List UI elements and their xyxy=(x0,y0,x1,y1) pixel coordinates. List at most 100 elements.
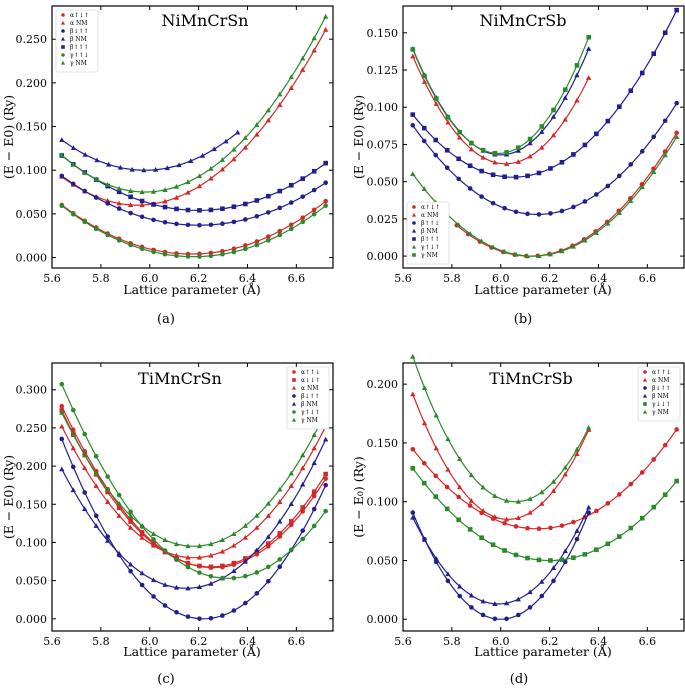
data-point xyxy=(288,470,294,476)
data-point xyxy=(70,161,76,167)
data-point xyxy=(300,465,306,471)
y-tick-label: 0.125 xyxy=(367,64,399,77)
data-point xyxy=(219,537,226,543)
data-point xyxy=(288,182,294,188)
data-point xyxy=(524,253,531,259)
series-line xyxy=(412,9,678,178)
data-point xyxy=(208,175,214,181)
data-point xyxy=(503,161,510,166)
data-point xyxy=(59,436,65,442)
data-point xyxy=(127,561,134,567)
data-point xyxy=(300,194,306,199)
data-point xyxy=(151,537,156,542)
data-point xyxy=(254,547,260,553)
series-line xyxy=(412,36,590,155)
data-point xyxy=(82,219,88,225)
data-point xyxy=(457,129,462,135)
data-point xyxy=(551,578,556,584)
data-point xyxy=(468,472,475,478)
data-point xyxy=(467,163,473,169)
data-point xyxy=(231,560,237,566)
data-point xyxy=(150,188,157,194)
data-point xyxy=(105,232,110,238)
data-point xyxy=(300,509,306,514)
data-point xyxy=(59,466,65,472)
legend-marker xyxy=(291,417,297,422)
legend-box xyxy=(55,9,99,73)
data-point xyxy=(468,146,475,152)
data-point xyxy=(516,145,521,150)
panel-c: 5.6 5.8 6.0 6.2 6.4 6.6 0.000 0.050 0.100 0.150 0.… xyxy=(1,362,334,687)
legend-marker xyxy=(292,370,296,374)
data-point xyxy=(288,74,294,80)
data-point xyxy=(162,219,168,225)
data-point xyxy=(539,489,545,495)
data-point xyxy=(300,452,306,458)
data-point xyxy=(421,420,428,426)
data-point xyxy=(151,217,156,223)
data-point xyxy=(571,555,576,560)
data-point xyxy=(559,159,565,165)
x-tick-label: 6.4 xyxy=(239,272,257,285)
data-point xyxy=(254,525,260,530)
data-point xyxy=(185,585,191,591)
legend-entry: β NM xyxy=(652,393,669,400)
data-point xyxy=(574,97,580,103)
legend-entry: α NM xyxy=(301,385,318,392)
data-point xyxy=(562,464,568,470)
x-tick-label: 5.8 xyxy=(92,272,110,285)
data-point xyxy=(105,489,110,495)
x-tick-label: 6.0 xyxy=(492,272,510,285)
legend-entry: γ↑↓↑ xyxy=(421,244,440,251)
data-point xyxy=(311,207,317,213)
data-point xyxy=(480,508,486,513)
data-point xyxy=(445,466,451,472)
data-point xyxy=(277,205,283,211)
data-point xyxy=(266,210,271,215)
data-point xyxy=(550,565,557,571)
data-point xyxy=(288,483,294,489)
data-point xyxy=(490,200,496,206)
data-point xyxy=(492,616,498,622)
x-tick-label: 5.8 xyxy=(443,272,461,285)
data-point xyxy=(444,506,450,512)
data-point xyxy=(515,515,521,520)
legend-entry: β↓↑↑ xyxy=(652,385,671,392)
series-line xyxy=(412,102,678,215)
data-point xyxy=(574,446,580,452)
data-point xyxy=(277,91,283,97)
y-tick-label: 0.200 xyxy=(16,460,48,473)
legend-marker xyxy=(642,393,648,398)
data-point xyxy=(550,488,557,493)
data-point xyxy=(127,202,134,207)
x-tick-label: 6.6 xyxy=(639,272,657,285)
data-point xyxy=(421,79,428,84)
panel-b-title: NiMnCrSb xyxy=(480,11,567,30)
series-line xyxy=(61,439,327,589)
y-tick-label: 0.150 xyxy=(16,498,48,511)
data-point xyxy=(410,353,416,359)
legend-entry: α NM xyxy=(70,20,87,27)
data-point xyxy=(266,541,271,546)
panel-a-ylabel: (E − E0) (Ry) xyxy=(1,95,16,179)
data-point xyxy=(208,222,214,228)
data-point xyxy=(571,519,576,525)
data-point xyxy=(516,612,521,618)
series-line xyxy=(61,426,327,559)
data-point xyxy=(586,510,592,515)
panel-d-caption: (d) xyxy=(510,672,528,687)
legend-entry: α↑↑↓ xyxy=(652,369,671,376)
data-point xyxy=(323,180,328,185)
data-point xyxy=(504,616,509,622)
data-point xyxy=(242,534,248,540)
data-point xyxy=(128,210,133,216)
data-point xyxy=(492,159,498,165)
data-point xyxy=(277,564,283,569)
data-point xyxy=(639,515,645,521)
data-point xyxy=(162,204,168,210)
data-point xyxy=(265,534,271,539)
data-point xyxy=(288,519,294,524)
x-tick-label: 6.6 xyxy=(639,635,657,648)
data-point xyxy=(127,188,134,194)
data-point xyxy=(197,254,202,259)
